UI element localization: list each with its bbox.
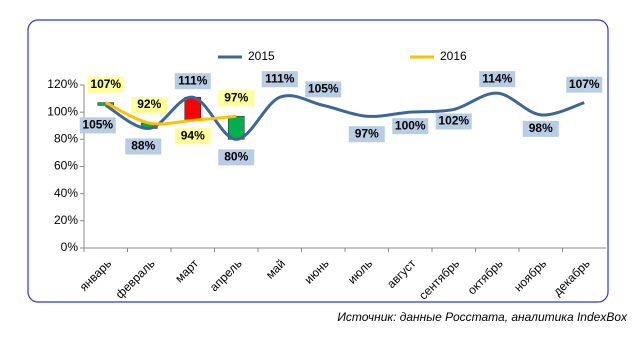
y-tick-label: 0% bbox=[61, 240, 79, 254]
data-label: 92% bbox=[137, 97, 161, 111]
data-label: 100% bbox=[395, 118, 426, 132]
data-label: 102% bbox=[438, 114, 469, 128]
data-label-bg bbox=[435, 113, 472, 130]
data-label: 98% bbox=[529, 121, 553, 135]
data-label: 105% bbox=[82, 118, 113, 132]
data-label-bg bbox=[305, 81, 342, 98]
series-line bbox=[105, 101, 237, 126]
y-tick-label: 100% bbox=[47, 104, 78, 118]
data-label-bg bbox=[79, 117, 116, 134]
data-label: 107% bbox=[90, 77, 121, 91]
data-label: 80% bbox=[224, 150, 248, 164]
y-tick-label: 80% bbox=[54, 132, 78, 146]
chart-frame bbox=[27, 19, 609, 303]
data-label: 111% bbox=[178, 73, 208, 87]
data-label-bg bbox=[125, 138, 162, 155]
source-note: Источник: данные Росстата, аналитика Ind… bbox=[337, 310, 628, 324]
data-label-bg bbox=[566, 76, 603, 93]
data-label-bg bbox=[174, 73, 211, 90]
data-label: 107% bbox=[569, 77, 600, 91]
y-tick-label: 120% bbox=[47, 77, 78, 91]
data-label-bg bbox=[218, 90, 255, 107]
data-label: 94% bbox=[181, 128, 205, 142]
data-label-bg bbox=[131, 97, 168, 114]
legend-label: 2015 bbox=[248, 49, 275, 63]
data-label: 88% bbox=[131, 139, 155, 153]
data-label: 97% bbox=[355, 126, 379, 140]
data-label: 105% bbox=[308, 82, 339, 96]
data-label: 111% bbox=[265, 71, 295, 85]
data-label-bg bbox=[174, 128, 211, 145]
data-label: 97% bbox=[224, 90, 248, 104]
y-tick-label: 60% bbox=[54, 159, 78, 173]
data-label-bg bbox=[218, 149, 255, 166]
data-label-bg bbox=[87, 76, 124, 93]
data-label-bg bbox=[348, 126, 385, 143]
series-line bbox=[104, 91, 585, 141]
data-label-bg bbox=[261, 71, 298, 88]
data-label: 114% bbox=[482, 71, 512, 85]
data-label-bg bbox=[392, 118, 429, 135]
data-label-bg bbox=[522, 120, 559, 137]
y-tick-label: 20% bbox=[54, 213, 78, 227]
legend-label: 2016 bbox=[440, 49, 467, 63]
data-label-bg bbox=[479, 71, 516, 88]
y-tick-label: 40% bbox=[54, 186, 78, 200]
